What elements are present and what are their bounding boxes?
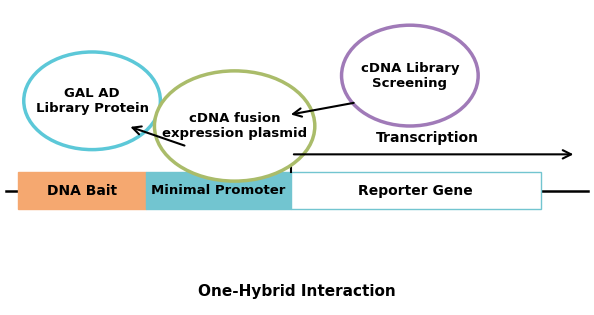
Text: One-Hybrid Interaction: One-Hybrid Interaction <box>198 284 396 299</box>
Text: cDNA Library
Screening: cDNA Library Screening <box>361 62 459 89</box>
Ellipse shape <box>342 25 478 126</box>
Text: Reporter Gene: Reporter Gene <box>358 184 473 198</box>
Text: Transcription: Transcription <box>376 131 479 145</box>
Text: DNA Bait: DNA Bait <box>46 184 117 198</box>
Text: Minimal Promoter: Minimal Promoter <box>151 184 286 197</box>
FancyBboxPatch shape <box>18 172 146 209</box>
Text: GAL AD
Library Protein: GAL AD Library Protein <box>36 87 148 115</box>
Ellipse shape <box>24 52 160 150</box>
Text: cDNA fusion
expression plasmid: cDNA fusion expression plasmid <box>162 112 307 140</box>
Ellipse shape <box>154 71 315 181</box>
FancyBboxPatch shape <box>291 172 541 209</box>
FancyBboxPatch shape <box>146 172 291 209</box>
